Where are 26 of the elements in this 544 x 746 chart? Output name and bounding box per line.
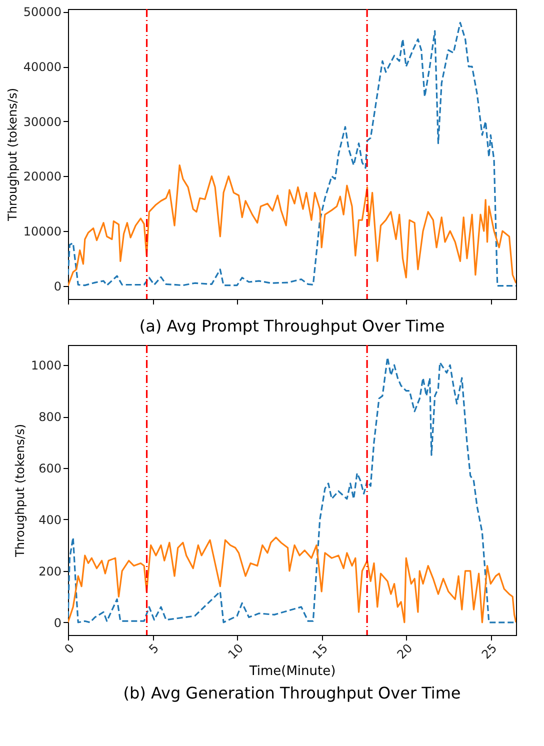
x-tick-label: 10: [225, 641, 246, 662]
line-series: [68, 356, 516, 624]
y-tick-label: 30000: [23, 114, 62, 129]
y-tick-label: 0: [54, 279, 62, 294]
x-tick-label: 15: [310, 641, 331, 662]
line-series: [68, 22, 516, 287]
y-axis-title: Throughput (tokens/s): [12, 424, 27, 558]
text: (a) Avg Prompt Throughput Over Time: [139, 316, 445, 336]
y-axis-title: Throughput (tokens/s): [5, 88, 20, 222]
y-tick-label: 0: [54, 616, 62, 630]
line-series: [68, 536, 516, 624]
x-tick-label: 25: [478, 641, 500, 662]
y-tick-label: 600: [38, 462, 62, 476]
x-tick-label: 5: [146, 641, 162, 656]
y-tick-label: 10000: [23, 224, 62, 239]
line-series: [68, 164, 516, 287]
y-tick-label: 800: [38, 410, 62, 424]
y-tick-label: 50000: [23, 5, 62, 20]
y-tick-label: 200: [38, 564, 62, 578]
x-axis-title: Time(Minute): [248, 664, 336, 680]
x-tick-label: 20: [394, 641, 416, 662]
y-tick-label: 1000: [30, 358, 62, 373]
y-tick-label: 20000: [23, 170, 62, 184]
text: (b) Avg Generation Throughput Over Time: [123, 684, 461, 703]
y-tick-label: 40000: [23, 60, 62, 74]
y-tick-label: 400: [38, 512, 62, 527]
